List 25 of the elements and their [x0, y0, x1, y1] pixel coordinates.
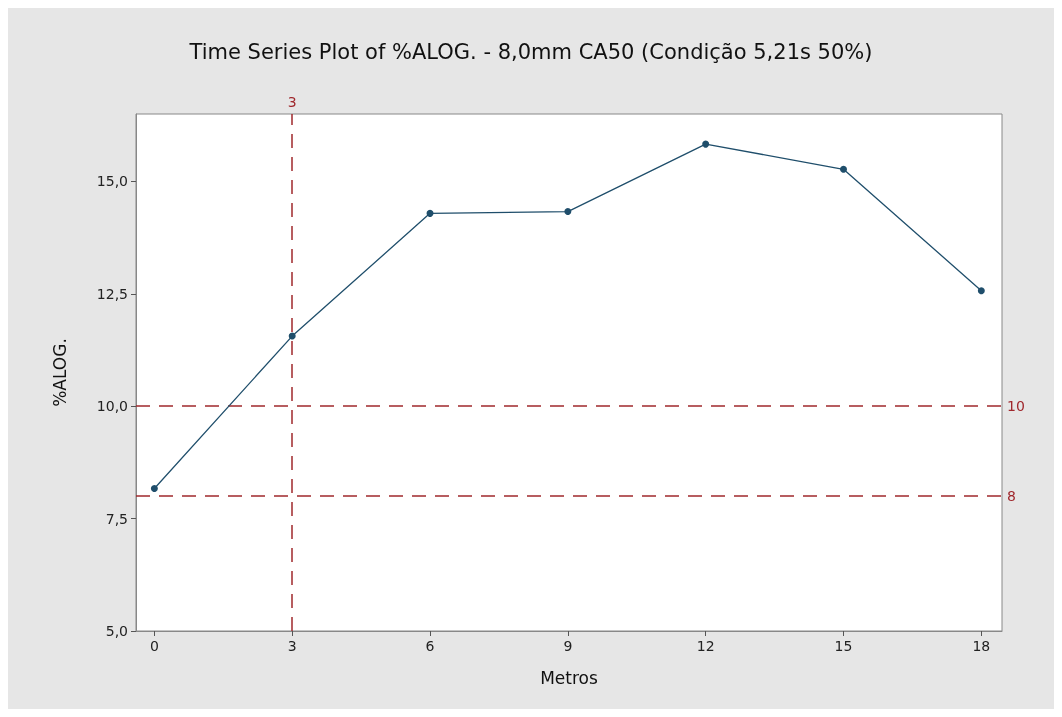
chart-title: Time Series Plot of %ALOG. - 8,0mm CA50 (Condição 5,21s 50%) [188, 39, 873, 64]
ref-line-label: 10 [1007, 398, 1025, 415]
point [288, 332, 296, 340]
point [702, 140, 710, 148]
y-tick-label: 12,5 [96, 285, 128, 302]
y-tick-label: 15,0 [96, 173, 128, 190]
x-tick-label: 6 [425, 638, 435, 654]
point [977, 287, 985, 295]
point [840, 165, 847, 173]
x-tick-label: 3 [287, 638, 297, 654]
x-tick-label: 0 [149, 638, 159, 654]
x-tick-label: 15 [834, 638, 853, 654]
point [564, 208, 572, 216]
ref-line-label: 3 [287, 94, 297, 110]
point [426, 209, 434, 217]
y-tick-label: 7,5 [105, 510, 128, 527]
x-tick-label: 18 [972, 638, 991, 654]
ref-line-label: 8 [1007, 488, 1016, 505]
y-tick-label: 10,0 [96, 398, 128, 415]
y-axis-title: %ALOG. [49, 338, 70, 407]
x-tick-label: 12 [696, 638, 715, 654]
x-tick-label: 9 [563, 638, 573, 654]
point [150, 484, 158, 492]
x-axis-title: Metros [540, 667, 598, 688]
y-tick-label: 5,0 [105, 623, 128, 639]
